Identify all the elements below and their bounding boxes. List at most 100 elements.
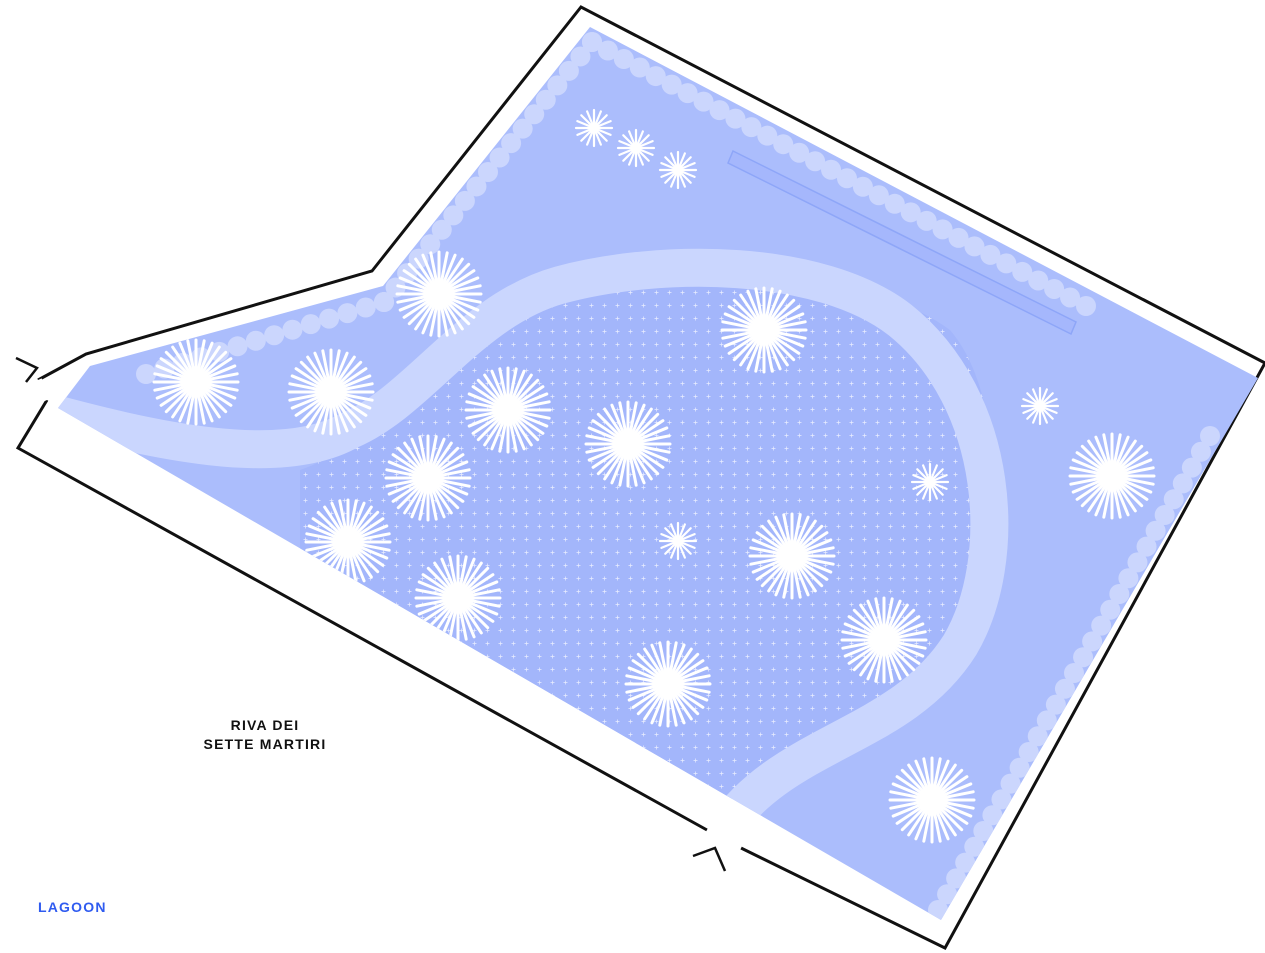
hedge-shrub — [454, 190, 475, 211]
hedge-shrub — [1009, 757, 1030, 778]
trees — [152, 108, 1156, 844]
hedge-shrub — [524, 104, 545, 125]
hedge-shrub — [937, 884, 958, 905]
tree-icon — [384, 434, 472, 522]
hedge-shrub — [1109, 584, 1130, 604]
hedge-shrub — [982, 805, 1003, 826]
entrance-arrow-icon — [15, 356, 39, 383]
hedge-shrub — [420, 234, 441, 255]
hedge-shrub — [300, 314, 321, 335]
hedge-shrub — [1045, 694, 1066, 715]
hedge-shrub — [900, 202, 921, 223]
tree-icon — [840, 596, 928, 684]
hedge-rows — [136, 32, 1220, 920]
hedge-shrub — [245, 330, 266, 351]
hedge-shrub — [582, 32, 602, 52]
hedge-shrub — [264, 325, 285, 346]
hedge-shrub — [1190, 441, 1211, 462]
tree-icon — [888, 756, 976, 844]
street-label-line-2: SETTE MARTIRI — [203, 736, 327, 752]
hedge-shrub — [1054, 678, 1075, 699]
hedge-shrub — [443, 205, 464, 226]
tree-icon — [584, 400, 672, 488]
hedge-shrub — [597, 40, 618, 61]
shrub-icon — [616, 128, 656, 168]
hedge-shrub — [916, 210, 937, 231]
hedge-shrub — [1000, 773, 1021, 794]
hedge-shrub — [466, 176, 487, 197]
hedge-shrub — [805, 151, 826, 172]
hedge-shrub — [693, 91, 714, 112]
entrance-arrow-icon — [692, 846, 727, 872]
hedge-shrub — [478, 162, 498, 182]
hedge-shrub — [645, 66, 666, 87]
hedge-shrub — [570, 46, 591, 67]
hedge-shrub — [1028, 270, 1049, 291]
tree-icon — [624, 640, 712, 728]
hedge-shrub — [1200, 426, 1220, 446]
hedge-shrub — [136, 364, 156, 384]
hedge-shrub — [991, 789, 1012, 810]
tree-icon — [720, 286, 808, 374]
hedge-shrub — [852, 176, 873, 197]
hedge-shrub — [355, 297, 376, 318]
hedge-shrub — [1145, 520, 1166, 541]
tree-icon — [304, 498, 392, 586]
hedge-shrub — [741, 117, 762, 138]
tree-icon — [395, 250, 483, 338]
hedge-shrub — [319, 308, 340, 329]
hedge-shrub — [1073, 647, 1094, 668]
hedge-shrub — [1091, 615, 1112, 636]
hedge-shrub — [1036, 710, 1057, 731]
hedge-shrub — [955, 852, 976, 873]
hedge-shrub — [613, 49, 634, 70]
hedge-shrub — [1100, 599, 1121, 620]
hedge-shrub — [1027, 726, 1048, 747]
hedge-shrub — [501, 133, 522, 154]
hedge-shrub — [884, 193, 905, 214]
hedge-shrub — [868, 185, 889, 206]
hedge-shrub — [1163, 489, 1184, 510]
water-label: LAGOON — [38, 899, 107, 915]
hedge-shrub — [1044, 278, 1065, 299]
tree-icon — [748, 512, 836, 600]
hedge-shrub — [1154, 505, 1175, 525]
hedge-shrub — [821, 159, 842, 180]
hedge-shrub — [1012, 261, 1033, 282]
hedge-shrub — [374, 292, 394, 312]
hedge-shrub — [1118, 568, 1139, 589]
hedge-shrub — [973, 821, 994, 841]
hedge-shrub — [489, 147, 510, 168]
hedge-shrub — [980, 244, 1001, 265]
tree-icon — [414, 554, 502, 642]
hedge-shrub — [661, 74, 682, 95]
hedge-shrub — [512, 118, 533, 139]
hedge-shrub — [996, 253, 1017, 274]
hedge-shrub — [1127, 552, 1148, 573]
hedge-shrub — [558, 60, 579, 81]
hedge-shrub — [282, 319, 303, 340]
hedge-shrub — [964, 236, 985, 257]
hedge-shrub — [1181, 457, 1202, 478]
street-label-line-1: RIVA DEI — [230, 717, 300, 733]
shrub-icon — [1020, 386, 1060, 426]
boundary-wall — [37, 5, 1265, 950]
hedge-shrub — [709, 100, 730, 121]
garden-path — [58, 248, 1009, 846]
hedge-shrub — [1064, 663, 1084, 683]
hedge-shrub — [1018, 742, 1039, 762]
tree-icon — [1068, 432, 1156, 520]
hedge-shrub — [337, 303, 358, 324]
tree-icon — [152, 338, 240, 426]
shrub-icon — [574, 108, 614, 148]
hedge-shrub — [431, 219, 452, 240]
hedge-shrub — [964, 836, 985, 857]
hedge-shrub — [757, 125, 778, 146]
hedge-shrub — [629, 57, 650, 78]
hedge-shrub — [928, 900, 948, 920]
hedge-shrub — [408, 248, 429, 269]
shrub-icon — [910, 462, 950, 502]
hedge-shrub — [1076, 296, 1096, 316]
tree-icon — [287, 348, 375, 436]
